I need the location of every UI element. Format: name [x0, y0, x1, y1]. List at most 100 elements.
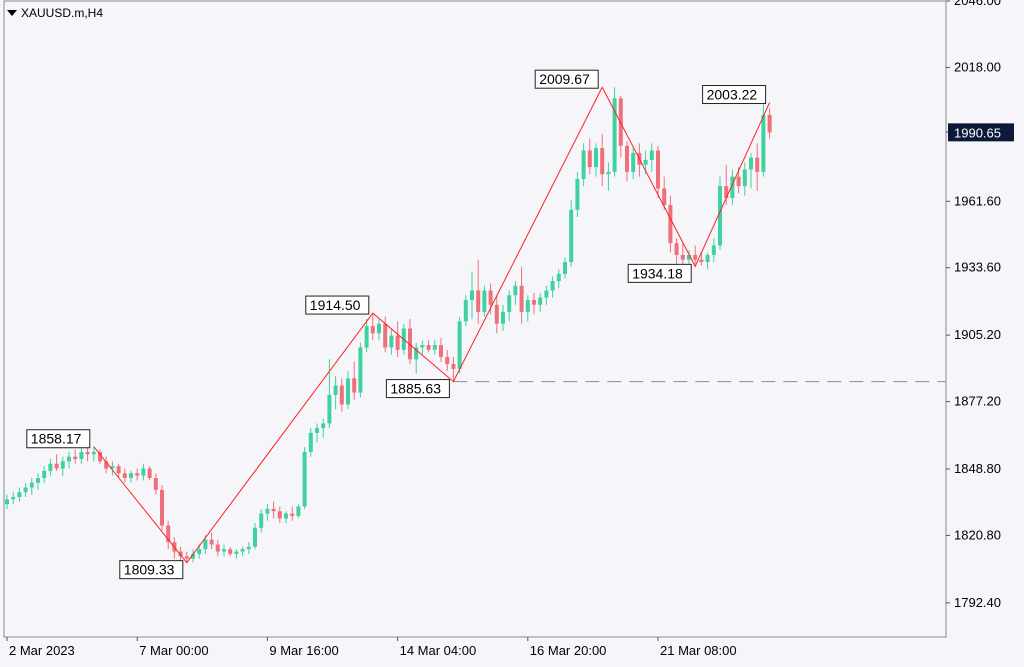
candle-body	[346, 378, 350, 405]
candle-body	[705, 254, 710, 263]
zigzag-label-text: 1858.17	[31, 431, 82, 447]
y-tick-label: 1905.20	[954, 327, 1001, 342]
x-tick-label: 14 Mar 04:00	[400, 643, 477, 658]
candle-body	[23, 487, 28, 493]
zigzag-label-text: 1934.18	[632, 265, 683, 281]
candle-body	[383, 323, 388, 348]
candle-body	[42, 470, 47, 478]
candle-body	[470, 290, 474, 301]
candle-body	[600, 148, 605, 175]
candle-body	[612, 98, 617, 172]
candle-body	[222, 549, 226, 552]
candle-body	[482, 290, 487, 312]
candle-body	[439, 345, 443, 357]
candle-body	[426, 345, 431, 350]
candle-body	[284, 513, 288, 519]
candle-body	[587, 150, 592, 168]
candle-body	[749, 157, 753, 170]
y-tick-label: 1933.60	[954, 260, 1001, 275]
candle-body	[414, 347, 419, 360]
candle-body	[699, 259, 704, 263]
candle-body	[11, 496, 16, 500]
candle-body	[736, 176, 741, 187]
zigzag-label: 2003.22	[702, 85, 767, 105]
candle-body	[197, 549, 202, 554]
candle-body	[259, 513, 264, 528]
candle-body	[501, 311, 505, 324]
candle-body	[631, 152, 636, 172]
candle-body	[761, 114, 766, 172]
x-tick-label: 21 Mar 08:00	[660, 643, 737, 658]
zigzag-label-text: 1914.50	[310, 297, 361, 313]
candle-body	[265, 508, 270, 514]
candle-body	[166, 525, 171, 543]
candle-body	[507, 295, 512, 312]
zigzag-label-box	[534, 69, 599, 89]
candle-body	[724, 186, 729, 198]
candle-body	[674, 243, 679, 255]
candle-body	[445, 356, 450, 365]
zigzag-label: 1914.50	[305, 295, 370, 315]
candle-body	[581, 150, 586, 179]
candle-body	[538, 297, 543, 305]
candle-body	[91, 451, 96, 455]
candle-body	[116, 466, 121, 474]
zigzag-label-text: 2003.22	[707, 87, 758, 103]
candle-body	[656, 150, 660, 189]
candle-body	[73, 456, 78, 460]
candle-body	[519, 285, 524, 312]
candle-body	[191, 553, 195, 559]
candle-body	[67, 456, 71, 462]
zigzag-label: 1934.18	[627, 263, 692, 283]
candle-body	[513, 285, 518, 296]
candle-body	[54, 463, 59, 469]
candle-body	[544, 290, 549, 298]
candle-body	[625, 145, 629, 172]
candle-body	[420, 345, 425, 348]
x-tick-label: 2 Mar 2023	[9, 643, 75, 658]
candle-body	[550, 281, 555, 291]
candle-body	[408, 328, 412, 360]
zigzag-label-text: 1885.63	[390, 381, 441, 397]
candle-body	[463, 300, 468, 322]
y-tick-label: 1848.80	[954, 461, 1001, 476]
candle-body	[160, 489, 164, 526]
candle-body	[606, 171, 611, 175]
candle-body	[569, 209, 574, 263]
y-tick-label: 1877.20	[954, 394, 1001, 409]
candle-body	[742, 169, 747, 187]
candle-body	[98, 451, 102, 462]
candle-body	[451, 364, 456, 369]
candle-body	[135, 473, 140, 476]
zigzag-label-text: 2009.67	[539, 71, 590, 87]
candle-body	[141, 468, 146, 476]
candle-body	[85, 451, 90, 455]
candle-body	[321, 423, 326, 429]
candle-body	[29, 482, 34, 488]
y-tick-label: 2046.00	[954, 0, 1001, 8]
candle-body	[364, 326, 369, 348]
candle-body	[36, 478, 40, 483]
collapse-triangle-icon[interactable]	[7, 10, 17, 16]
candle-body	[17, 492, 22, 497]
candle-body	[662, 188, 667, 206]
candle-body	[153, 478, 158, 490]
candles	[5, 87, 772, 563]
zigzag-label-box	[627, 263, 692, 283]
candle-body	[680, 254, 685, 260]
symbol-header[interactable]: XAUUSD.m,H4	[7, 6, 103, 20]
candle-body	[563, 262, 567, 274]
candle-body	[209, 539, 214, 545]
zigzag-label: 1809.33	[119, 560, 184, 580]
candle-body	[494, 304, 499, 324]
candle-body	[122, 473, 127, 478]
candle-body	[556, 273, 561, 282]
zigzag-label-box	[702, 85, 767, 105]
candle-body	[5, 499, 9, 505]
candle-body	[240, 549, 245, 552]
candle-body	[532, 300, 536, 305]
candle-body	[215, 544, 220, 552]
current-price-tag	[948, 123, 1014, 142]
candle-body	[253, 527, 257, 547]
